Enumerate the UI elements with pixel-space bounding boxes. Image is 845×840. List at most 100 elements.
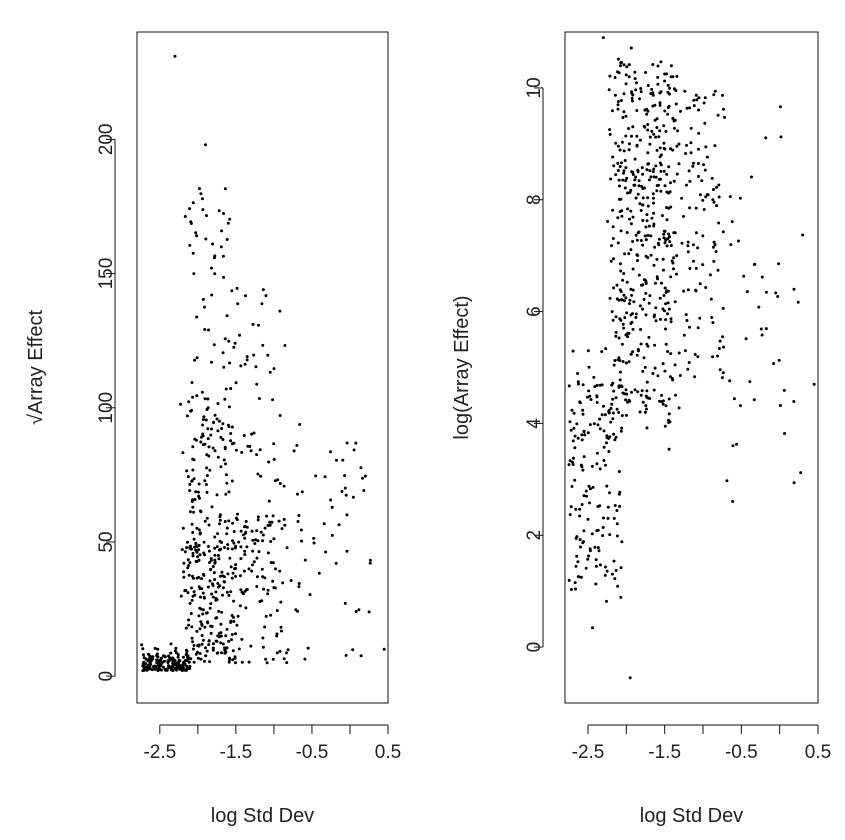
scatter-point bbox=[651, 104, 655, 108]
scatter-point bbox=[655, 189, 659, 193]
scatter-point bbox=[211, 446, 215, 450]
scatter-point bbox=[732, 397, 736, 401]
scatter-point bbox=[641, 203, 645, 207]
scatter-point bbox=[244, 520, 248, 523]
scatter-point bbox=[191, 498, 195, 502]
scatter-point bbox=[630, 96, 634, 100]
scatter-point bbox=[274, 567, 277, 571]
scatter-point bbox=[641, 187, 645, 190]
scatter-point bbox=[645, 213, 649, 217]
scatter-point bbox=[334, 561, 338, 565]
scatter-point bbox=[210, 505, 214, 509]
scatter-point bbox=[205, 490, 209, 494]
scatter-point bbox=[314, 474, 318, 478]
scatter-point bbox=[242, 434, 246, 437]
scatter-point bbox=[200, 390, 204, 394]
scatter-point bbox=[188, 243, 192, 247]
scatter-point bbox=[669, 64, 673, 68]
scatter-point bbox=[202, 659, 206, 663]
scatter-point bbox=[269, 561, 273, 564]
scatter-point bbox=[633, 77, 637, 81]
scatter-point bbox=[644, 291, 648, 295]
y-tick-label: 0 bbox=[96, 671, 117, 682]
scatter-point bbox=[180, 548, 184, 552]
scatter-point bbox=[205, 516, 209, 520]
scatter-point bbox=[185, 546, 189, 550]
scatter-point bbox=[238, 574, 242, 578]
scatter-point bbox=[303, 657, 307, 661]
scatter-point bbox=[603, 573, 607, 577]
scatter-point bbox=[651, 372, 655, 375]
scatter-point bbox=[624, 134, 628, 138]
scatter-point bbox=[654, 306, 658, 310]
scatter-point bbox=[215, 545, 219, 549]
scatter-point bbox=[235, 623, 239, 627]
scatter-point bbox=[629, 248, 633, 252]
scatter-point bbox=[171, 663, 175, 667]
scatter-point bbox=[609, 420, 613, 424]
scatter-point bbox=[713, 144, 717, 148]
scatter-point bbox=[777, 262, 781, 266]
scatter-point bbox=[571, 463, 575, 466]
scatter-point bbox=[641, 172, 645, 176]
scatter-point bbox=[196, 490, 200, 494]
scatter-point bbox=[250, 569, 254, 573]
scatter-point bbox=[206, 437, 210, 441]
scatter-point bbox=[227, 490, 231, 494]
scatter-point bbox=[694, 289, 698, 293]
scatter-point bbox=[216, 585, 220, 589]
scatter-point bbox=[778, 404, 782, 407]
scatter-point bbox=[584, 566, 588, 570]
scatter-point bbox=[268, 523, 272, 527]
scatter-point bbox=[169, 651, 173, 655]
scatter-point bbox=[658, 296, 662, 300]
scatter-point bbox=[244, 294, 247, 298]
scatter-point bbox=[693, 375, 697, 379]
scatter-point bbox=[592, 375, 596, 379]
scatter-point bbox=[609, 259, 613, 263]
scatter-point bbox=[193, 498, 197, 501]
scatter-point bbox=[574, 536, 578, 540]
scatter-point bbox=[176, 655, 180, 659]
scatter-point bbox=[192, 537, 196, 541]
scatter-point bbox=[635, 143, 639, 147]
scatter-point bbox=[669, 244, 673, 247]
scatter-point bbox=[605, 441, 608, 445]
scatter-point bbox=[611, 237, 615, 240]
scatter-point bbox=[675, 172, 679, 176]
scatter-point bbox=[570, 408, 574, 412]
scatter-point bbox=[646, 84, 650, 87]
scatter-point bbox=[698, 193, 702, 197]
scatter-point bbox=[576, 560, 580, 564]
scatter-point bbox=[703, 168, 707, 172]
y-tick-label: 8 bbox=[524, 194, 545, 205]
scatter-point bbox=[679, 109, 682, 113]
scatter-point bbox=[208, 606, 212, 610]
scatter-point bbox=[211, 642, 215, 646]
scatter-point bbox=[673, 363, 677, 367]
scatter-point bbox=[684, 313, 688, 317]
scatter-point bbox=[728, 195, 732, 199]
scatter-point bbox=[341, 458, 345, 462]
scatter-point bbox=[730, 220, 734, 224]
scatter-point bbox=[571, 439, 575, 443]
scatter-point bbox=[631, 173, 635, 176]
scatter-point bbox=[677, 162, 681, 166]
scatter-point bbox=[200, 642, 204, 646]
scatter-point bbox=[576, 436, 580, 440]
scatter-point bbox=[595, 394, 599, 398]
scatter-point bbox=[715, 204, 719, 208]
scatter-point bbox=[716, 354, 719, 358]
scatter-point bbox=[682, 289, 686, 293]
scatter-point bbox=[686, 367, 690, 371]
scatter-point bbox=[586, 349, 590, 353]
scatter-point bbox=[650, 129, 654, 133]
scatter-point bbox=[182, 575, 186, 579]
scatter-point bbox=[640, 389, 644, 393]
scatter-point bbox=[652, 224, 656, 228]
scatter-point bbox=[617, 384, 621, 388]
scatter-point bbox=[595, 401, 599, 404]
scatter-point bbox=[261, 288, 265, 292]
scatter-point bbox=[153, 667, 157, 671]
scatter-point bbox=[654, 281, 657, 285]
